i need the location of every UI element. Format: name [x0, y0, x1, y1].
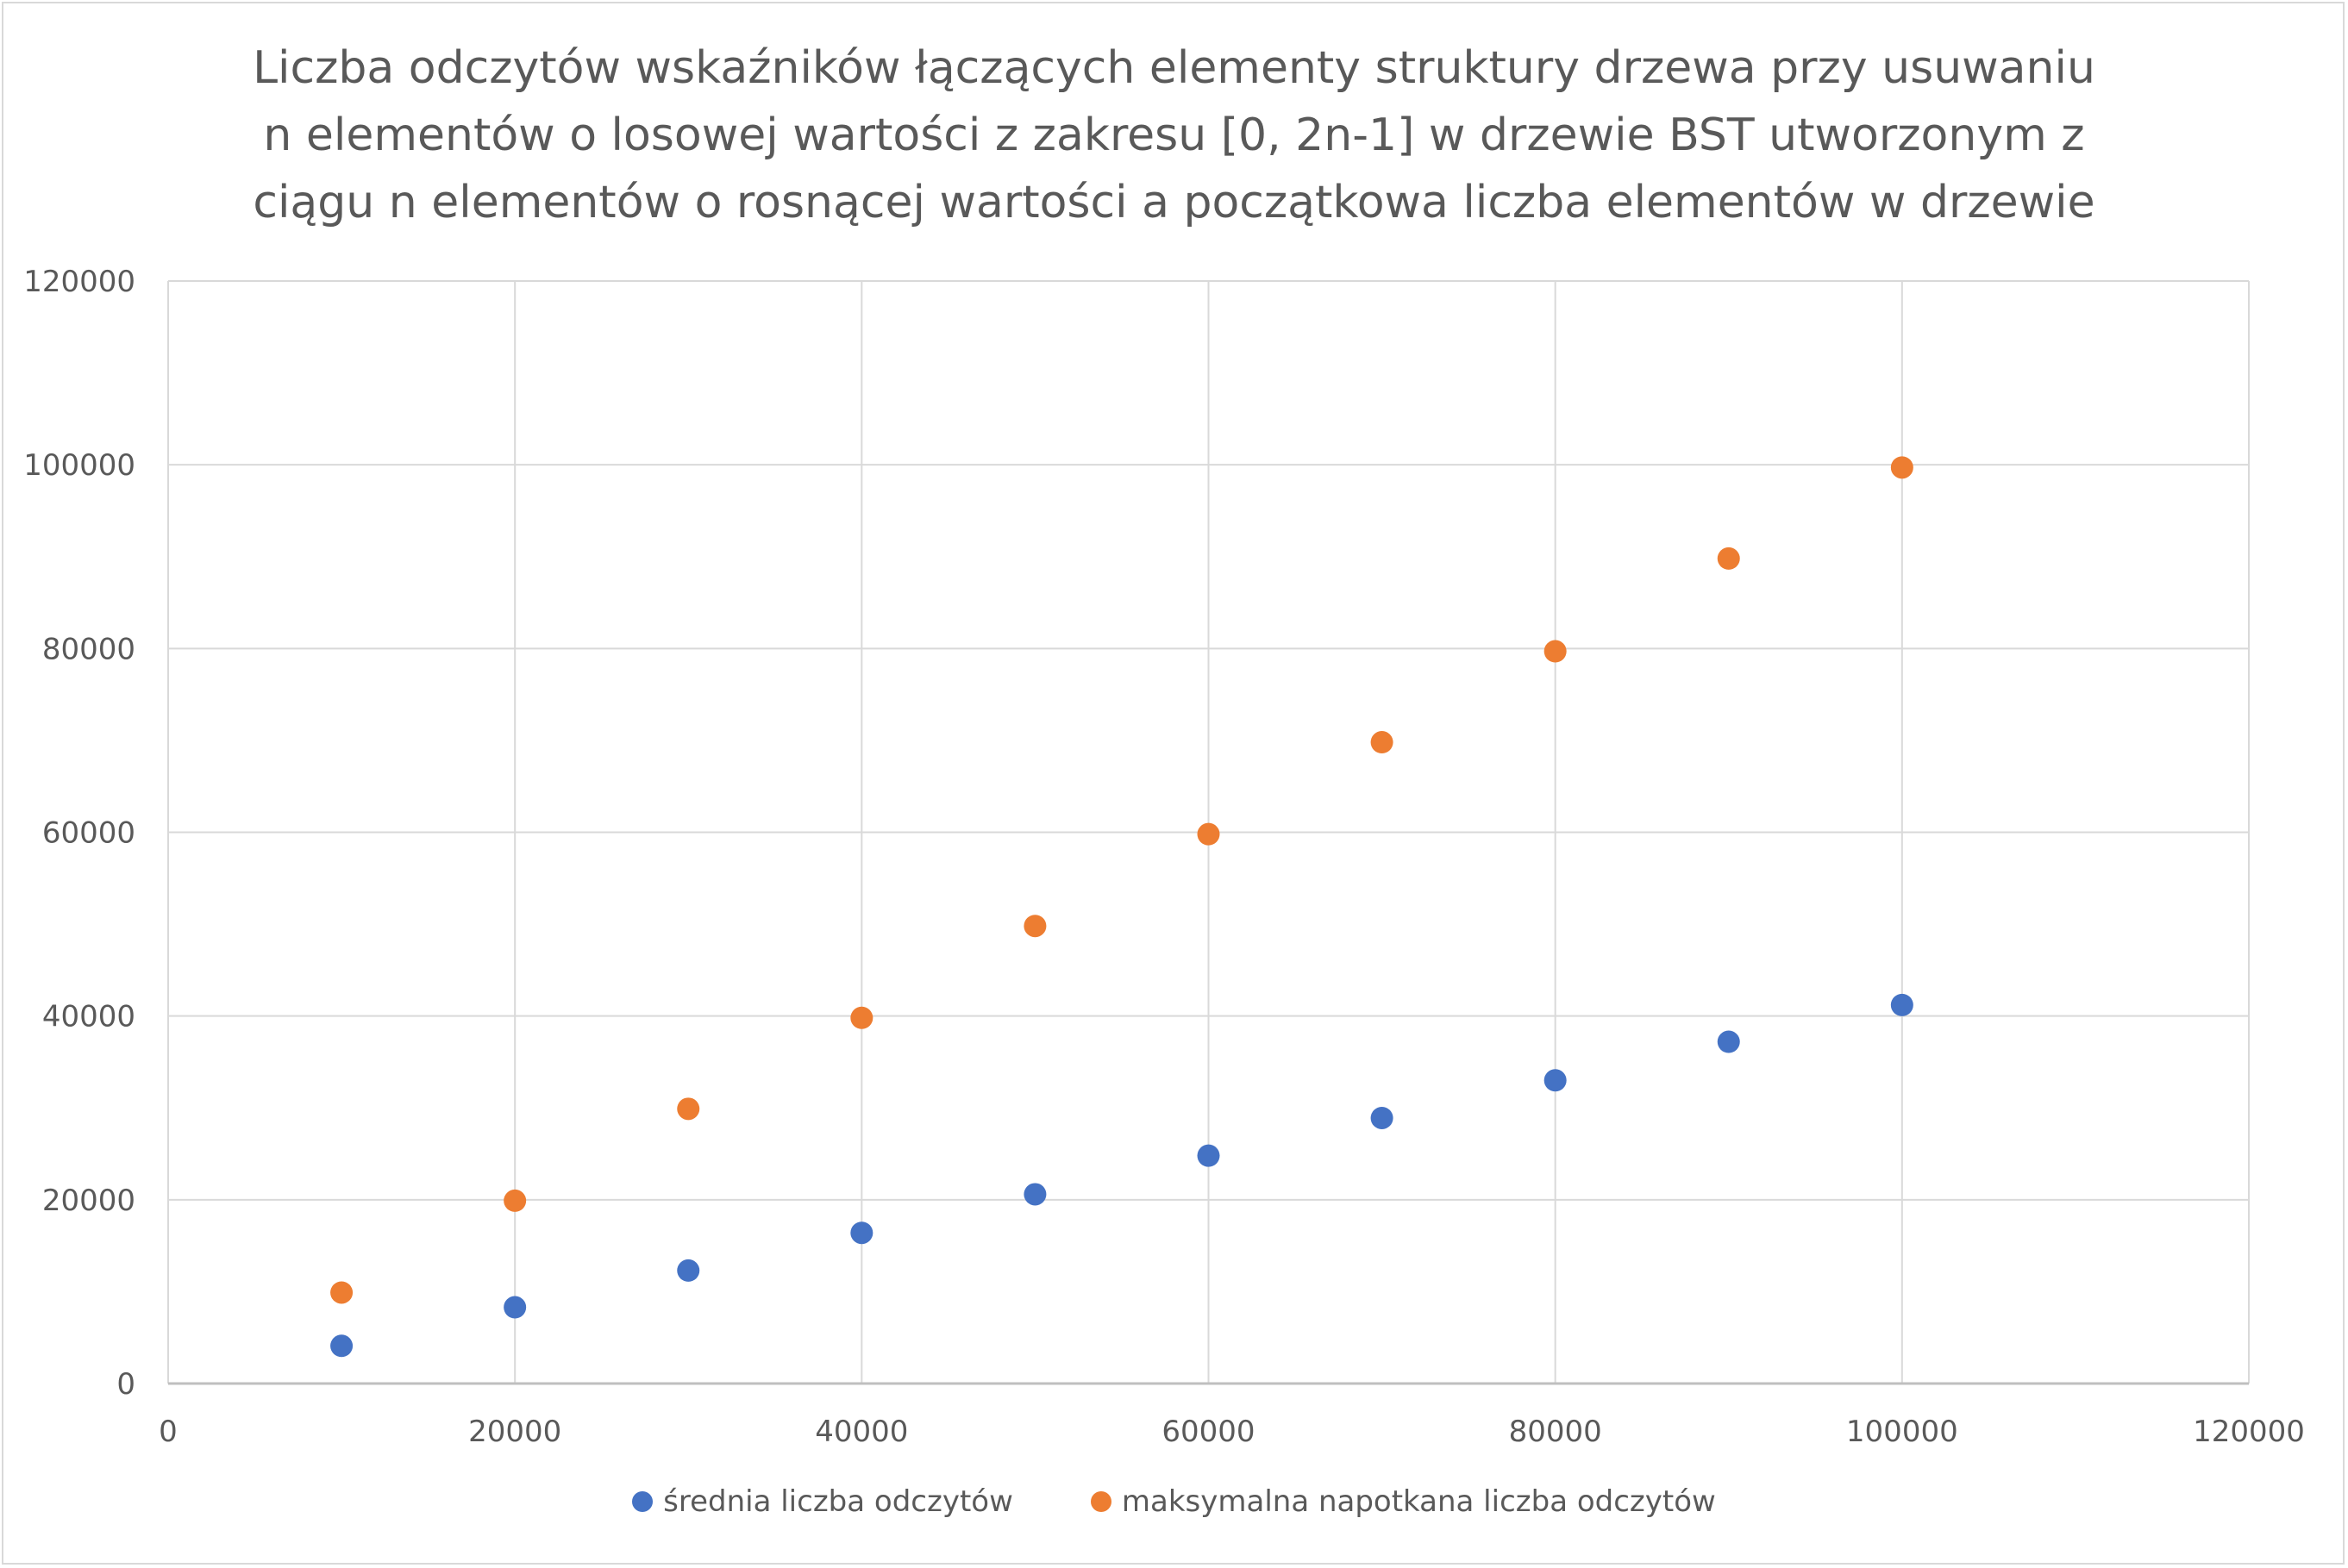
chart-title: Liczba odczytów wskaźników łączących ele…	[0, 34, 2348, 236]
data-point-average	[850, 1221, 873, 1245]
data-point-maximum	[330, 1281, 354, 1304]
legend-label-maximum: maksymalna napotkana liczba odczytów	[1121, 1484, 1716, 1519]
y-tick-label: 20000	[42, 1184, 135, 1218]
data-point-maximum	[504, 1189, 527, 1212]
legend-marker-maximum	[1090, 1491, 1111, 1512]
chart-title-line: n elementów o losowej wartości z zakresu…	[263, 109, 2085, 161]
data-point-average	[677, 1259, 700, 1282]
y-tick-label: 60000	[42, 816, 135, 851]
legend-label-average: średnia liczba odczytów	[663, 1484, 1013, 1519]
data-point-average	[1890, 993, 1913, 1016]
y-tick-label: 100000	[23, 448, 135, 483]
legend-item-average: średnia liczba odczytów	[632, 1484, 1013, 1519]
legend-marker-average	[632, 1491, 654, 1512]
x-tick-label: 40000	[815, 1415, 908, 1449]
x-tick-label: 0	[159, 1415, 178, 1449]
data-point-average	[1197, 1144, 1220, 1167]
data-point-average	[1717, 1030, 1740, 1053]
data-point-maximum	[1197, 822, 1220, 846]
x-tick-label: 60000	[1161, 1415, 1255, 1449]
data-point-maximum	[677, 1097, 700, 1121]
data-point-average	[1543, 1069, 1567, 1092]
data-point-average	[1370, 1106, 1393, 1129]
data-point-maximum	[1543, 640, 1567, 663]
data-point-maximum	[1024, 915, 1047, 938]
legend-item-maximum: maksymalna napotkana liczba odczytów	[1090, 1484, 1716, 1519]
x-tick-label: 20000	[468, 1415, 561, 1449]
x-tick-label: 120000	[2193, 1415, 2305, 1449]
x-tick-label: 80000	[1509, 1415, 1602, 1449]
y-tick-label: 120000	[23, 265, 135, 299]
data-point-maximum	[850, 1006, 873, 1029]
legend: średnia liczba odczytów maksymalna napot…	[0, 1484, 2348, 1519]
y-tick-label: 0	[116, 1367, 135, 1402]
data-point-maximum	[1370, 731, 1393, 754]
data-point-maximum	[1890, 456, 1913, 479]
data-point-average	[504, 1296, 527, 1319]
y-tick-label: 80000	[42, 632, 135, 666]
chart-title-line: Liczba odczytów wskaźników łączących ele…	[253, 42, 2095, 94]
data-point-average	[1024, 1183, 1047, 1206]
chart-title-line: ciągu n elementów o rosnącej wartości a …	[253, 177, 2095, 228]
data-point-average	[330, 1334, 354, 1358]
y-tick-label: 40000	[42, 1000, 135, 1034]
data-point-maximum	[1717, 547, 1740, 570]
x-tick-label: 100000	[1846, 1415, 1958, 1449]
